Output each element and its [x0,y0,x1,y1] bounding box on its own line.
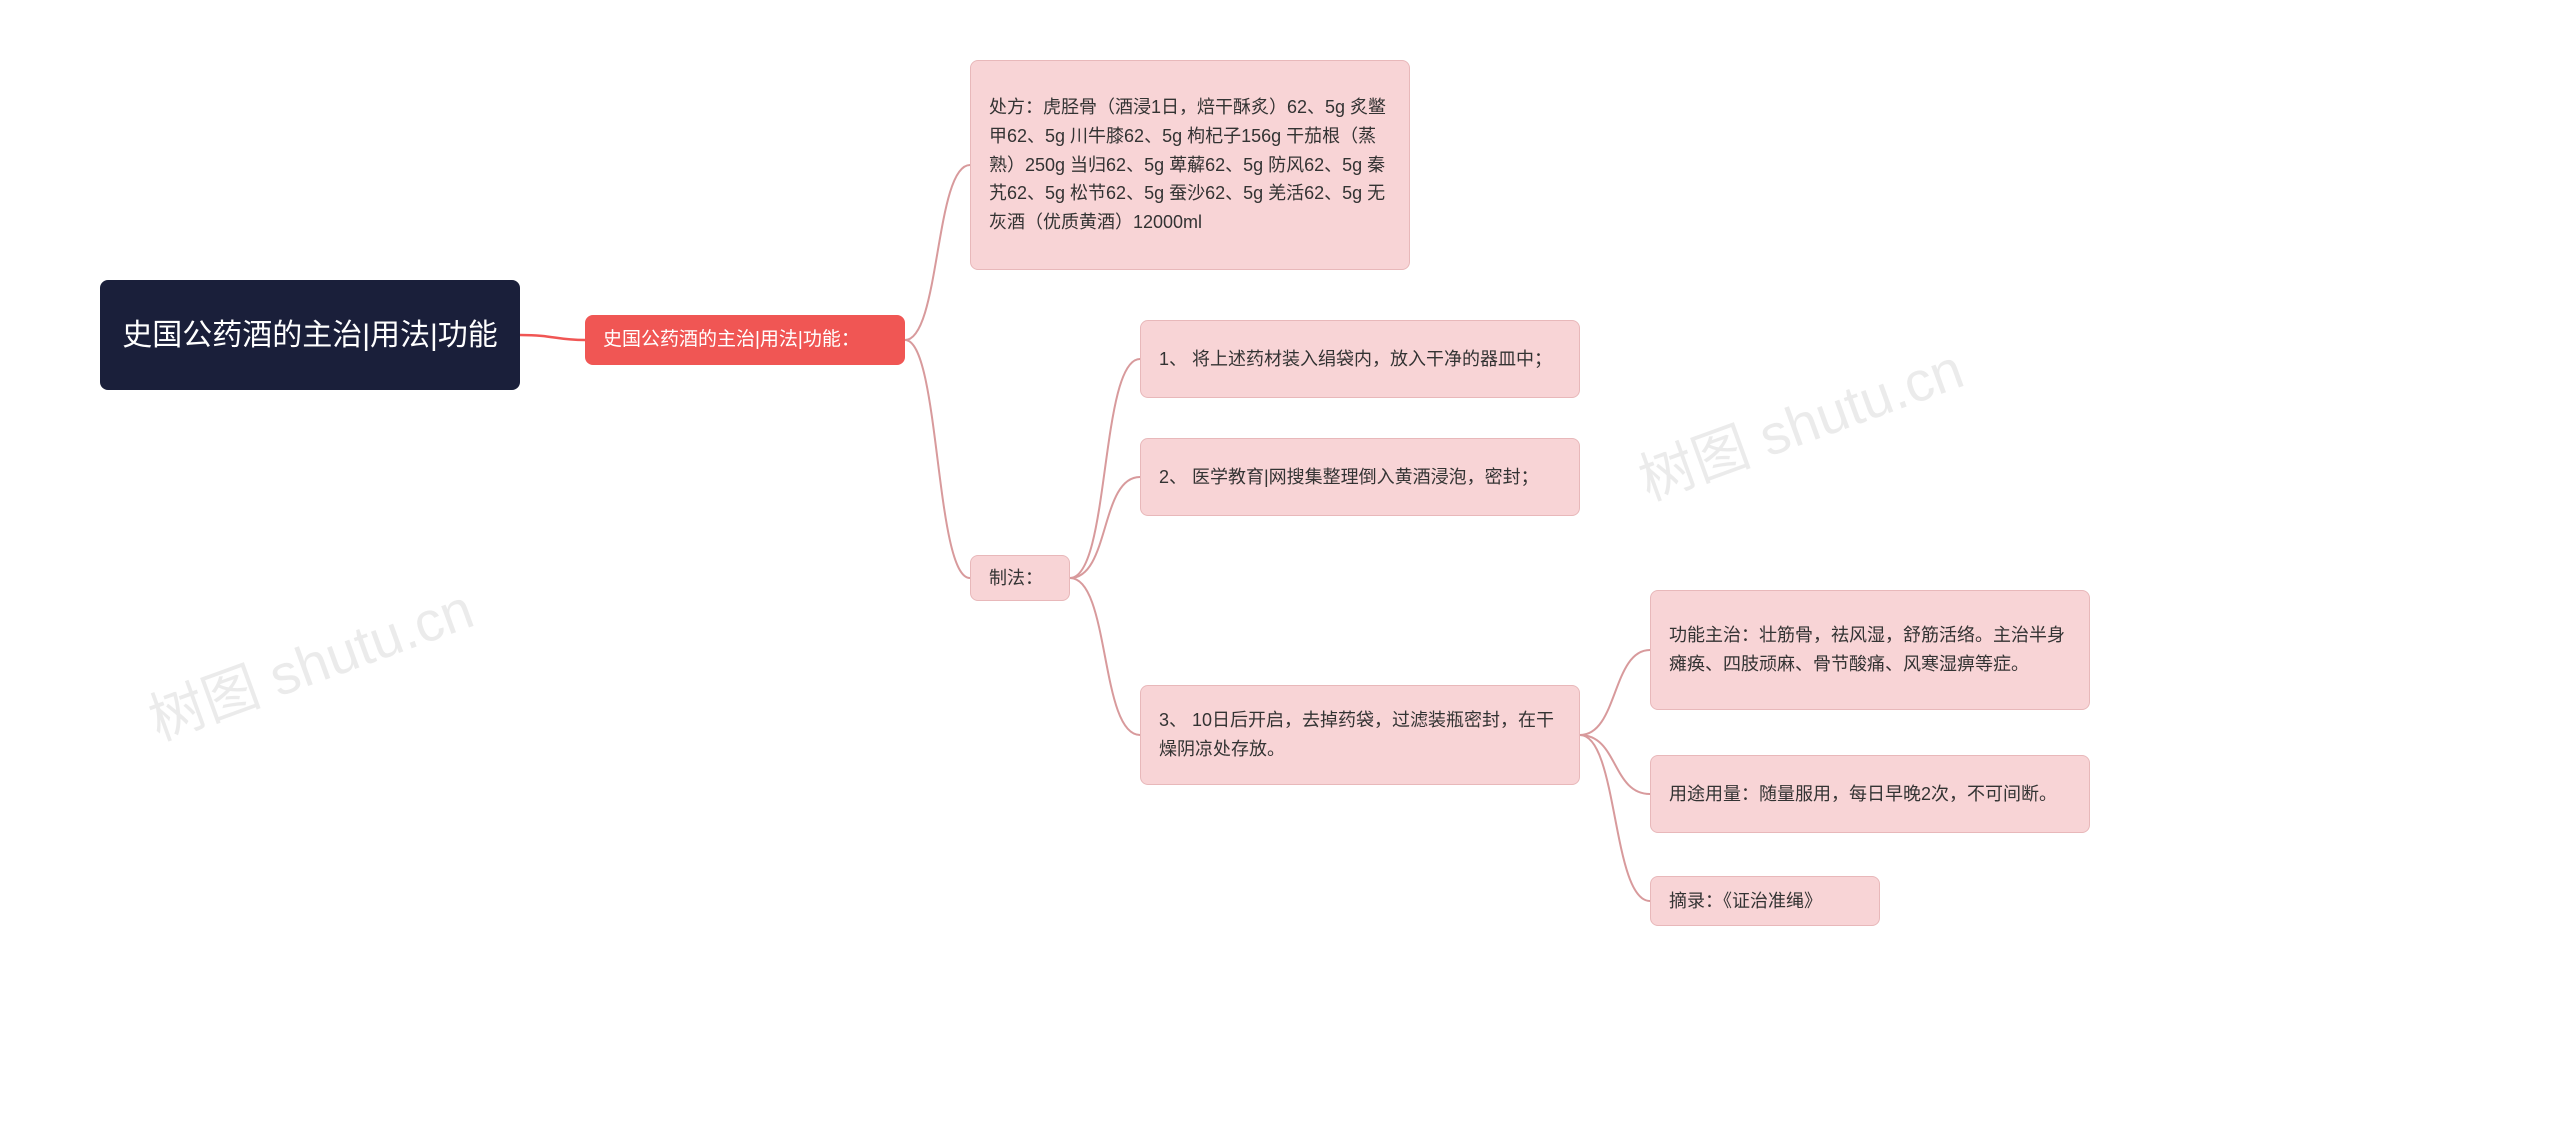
step3-node: 3、 10日后开启，去掉药袋，过滤装瓶密封，在干燥阴凉处存放。 [1140,685,1580,785]
function-source-text: 摘录：《证治准绳》 [1669,887,1822,916]
prescription-node: 处方：虎胫骨（酒浸1日，焙干酥炙）62、5g 炙鳖甲62、5g 川牛膝62、5g… [970,60,1410,270]
step2-node: 2、 医学教育|网搜集整理倒入黄酒浸泡，密封； [1140,438,1580,516]
step1-text: 1、 将上述药材装入绢袋内，放入干净的器皿中； [1159,345,1552,374]
step1-node: 1、 将上述药材装入绢袋内，放入干净的器皿中； [1140,320,1580,398]
watermark-right: 树图 shutu.cn [1626,324,1973,516]
function-usage-node: 用途用量：随量服用，每日早晚2次，不可间断。 [1650,755,2090,833]
level1-label: 史国公药酒的主治|用法|功能： [603,325,860,355]
method-label: 制法： [989,564,1043,593]
step3-text: 3、 10日后开启，去掉药袋，过滤装瓶密封，在干燥阴凉处存放。 [1159,706,1561,764]
watermark-left: 树图 shutu.cn [136,564,483,756]
root-node: 史国公药酒的主治|用法|功能 [100,280,520,390]
prescription-text: 处方：虎胫骨（酒浸1日，焙干酥炙）62、5g 炙鳖甲62、5g 川牛膝62、5g… [989,93,1391,237]
root-title: 史国公药酒的主治|用法|功能 [122,313,498,358]
method-node: 制法： [970,555,1070,601]
function-main-text: 功能主治：壮筋骨，祛风湿，舒筋活络。主治半身瘫痪、四肢顽麻、骨节酸痛、风寒湿痹等… [1669,621,2071,679]
level1-node: 史国公药酒的主治|用法|功能： [585,315,905,365]
function-source-node: 摘录：《证治准绳》 [1650,876,1880,926]
function-main-node: 功能主治：壮筋骨，祛风湿，舒筋活络。主治半身瘫痪、四肢顽麻、骨节酸痛、风寒湿痹等… [1650,590,2090,710]
step2-text: 2、 医学教育|网搜集整理倒入黄酒浸泡，密封； [1159,463,1539,492]
function-usage-text: 用途用量：随量服用，每日早晚2次，不可间断。 [1669,780,2057,809]
